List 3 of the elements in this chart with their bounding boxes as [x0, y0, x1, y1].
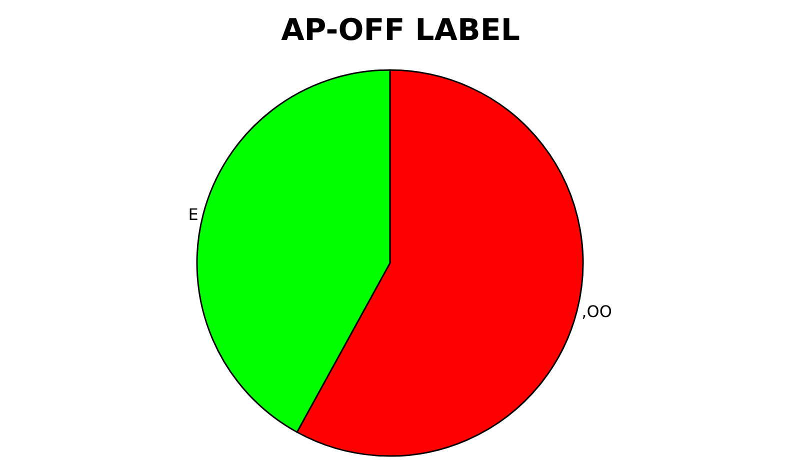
- slice-label: E: [188, 204, 198, 224]
- chart-title: AP-OFF LABEL: [281, 13, 520, 48]
- slice-label: ,OO: [582, 302, 612, 322]
